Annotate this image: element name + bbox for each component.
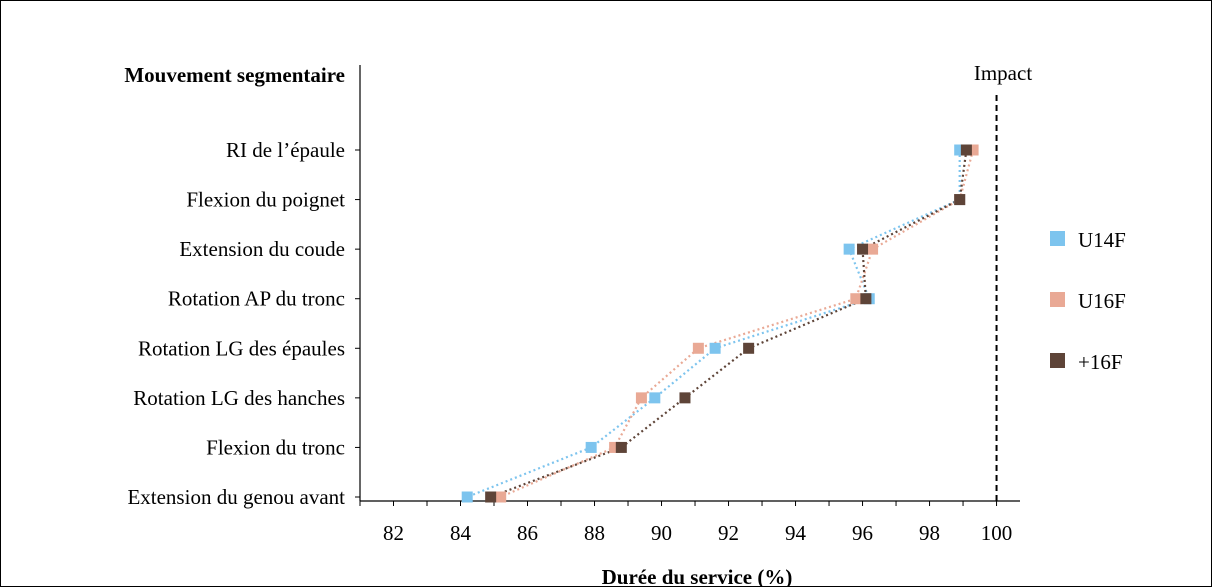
- y-tick-label: Flexion du poignet: [186, 188, 345, 212]
- x-tick-label: 84: [450, 521, 472, 545]
- impact-annotation: Impact: [974, 61, 1032, 85]
- x-tick-label: 98: [919, 521, 940, 545]
- data-point: [615, 441, 627, 453]
- data-point: [867, 243, 879, 255]
- data-point: [692, 342, 704, 354]
- data-point: [495, 491, 507, 503]
- data-point: [585, 441, 597, 453]
- x-tick-label: 96: [852, 521, 873, 545]
- y-axis-title: Mouvement segmentaire: [124, 63, 345, 87]
- x-tick-label: 94: [785, 521, 807, 545]
- x-tick-label: 90: [651, 521, 672, 545]
- x-tick-label: 82: [383, 521, 404, 545]
- data-point: [635, 392, 647, 404]
- x-tick-label: 100: [981, 521, 1013, 545]
- legend-label: +16F: [1078, 350, 1123, 374]
- data-point: [954, 194, 966, 206]
- legend-label: U14F: [1078, 228, 1126, 252]
- y-tick-label: Rotation LG des hanches: [133, 386, 345, 410]
- x-axis-title: Durée du service (%): [602, 565, 793, 587]
- x-tick-label: 92: [718, 521, 739, 545]
- legend-swatch: [1050, 292, 1065, 307]
- data-point: [954, 144, 966, 156]
- data-point: [850, 293, 862, 305]
- y-tick-label: Extension du coude: [179, 237, 345, 261]
- y-tick-label: Rotation LG des épaules: [138, 336, 345, 360]
- data-point: [967, 144, 979, 156]
- data-point: [609, 441, 621, 453]
- data-point: [743, 342, 755, 354]
- y-tick-label: Extension du genou avant: [127, 485, 345, 509]
- data-point: [461, 491, 473, 503]
- data-point: [857, 243, 869, 255]
- x-tick-label: 86: [517, 521, 538, 545]
- y-tick-label: Flexion du tronc: [206, 435, 345, 459]
- legend-label: U16F: [1078, 289, 1126, 313]
- series-line-u16f: [500, 149, 975, 499]
- series-line-u14f: [466, 150, 961, 499]
- data-point: [485, 491, 497, 503]
- y-tick-label: Rotation AP du tronc: [168, 287, 345, 311]
- legend-swatch: [1050, 353, 1065, 368]
- data-point: [843, 243, 855, 255]
- x-tick-label: 88: [584, 521, 605, 545]
- data-point: [860, 293, 872, 305]
- data-point: [679, 392, 691, 404]
- y-tick-label: RI de l’épaule: [226, 138, 345, 162]
- legend-swatch: [1050, 231, 1065, 246]
- data-point: [960, 144, 972, 156]
- data-point: [649, 392, 661, 404]
- series-line-16f: [490, 149, 968, 499]
- data-point: [709, 342, 721, 354]
